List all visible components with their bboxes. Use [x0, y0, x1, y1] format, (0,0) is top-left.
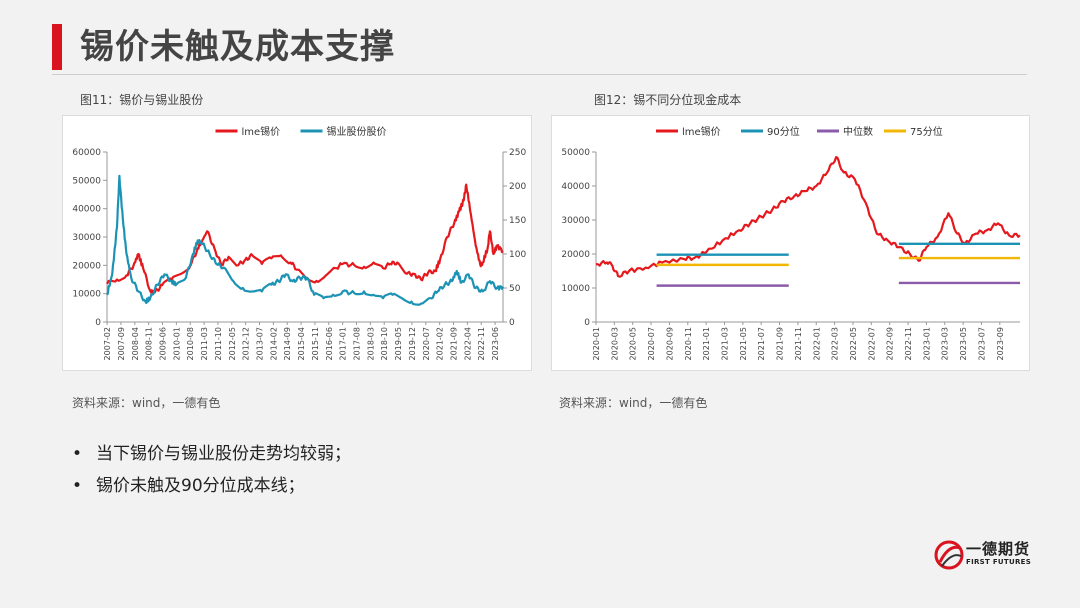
x-tick-label: 2021-09 [450, 327, 459, 360]
x-tick-label: 2012-12 [242, 327, 251, 360]
y-right-tick-label: 100 [509, 250, 526, 260]
x-tick-label: 2022-11 [904, 327, 913, 360]
title-accent-bar [52, 24, 62, 70]
page-title: 锡价未触及成本支撑 [80, 27, 395, 67]
y-left-tick-label: 40000 [561, 182, 590, 192]
legend-label: 锡业股份股价 [327, 125, 387, 138]
x-tick-label: 2011-10 [214, 327, 223, 360]
x-tick-label: 2012-05 [228, 327, 237, 360]
bullet-item: 锡价未触及90分位成本线； [72, 470, 351, 502]
x-tick-label: 2020-07 [422, 327, 431, 360]
y-left-tick-label: 30000 [72, 233, 101, 243]
y-left-tick-label: 0 [95, 318, 101, 328]
x-tick-label: 2021-07 [757, 327, 766, 360]
y-left-tick-label: 50000 [561, 148, 590, 158]
x-tick-label: 2020-05 [629, 327, 638, 360]
y-left-tick-label: 40000 [72, 205, 101, 215]
x-tick-label: 2018-10 [380, 327, 389, 360]
x-tick-label: 2015-11 [311, 327, 320, 360]
x-tick-label: 2008-04 [131, 327, 140, 360]
figure-11-source: 资料来源：wind，一德有色 [72, 396, 221, 410]
logo-name: 一德期货 [966, 540, 1031, 558]
y-left-tick-label: 20000 [72, 261, 101, 271]
x-tick-label: 2022-04 [463, 327, 472, 360]
y-left-tick-label: 50000 [72, 176, 101, 186]
y-left-tick-label: 10000 [561, 284, 590, 294]
x-tick-label: 2020-07 [647, 327, 656, 360]
x-tick-label: 2008-11 [145, 327, 154, 360]
x-tick-label: 2010-08 [186, 327, 195, 360]
legend-label: 中位数 [843, 125, 873, 138]
y-left-tick-label: 30000 [561, 216, 590, 226]
title-divider [52, 74, 1027, 75]
x-tick-label: 2023-09 [996, 327, 1005, 360]
x-tick-label: 2023-06 [491, 327, 500, 360]
x-tick-label: 2021-02 [436, 327, 445, 360]
x-tick-label: 2010-01 [172, 327, 181, 360]
x-tick-label: 2022-01 [812, 327, 821, 360]
x-tick-label: 2022-09 [886, 327, 895, 360]
x-tick-label: 2020-09 [665, 327, 674, 360]
y-left-tick-label: 10000 [72, 290, 101, 300]
figure-12-caption: 图12：锡不同分位现金成本 [594, 93, 742, 107]
x-tick-label: 2020-11 [684, 327, 693, 360]
legend-label: 90分位 [767, 125, 800, 138]
x-tick-label: 2011-03 [200, 327, 209, 360]
chart-12-svg: 0 10000 20000 30000 40000 50000 2020-01 2020-03… [561, 125, 1021, 360]
figure-11-caption: 图11：锡价与锡业股份 [80, 93, 204, 107]
x-tick-label: 2013-07 [256, 327, 265, 360]
chart-12-panel: 0 10000 20000 30000 40000 50000 2020-01 2020-03… [551, 115, 1030, 371]
x-tick-label: 2022-03 [831, 327, 840, 360]
x-tick-label: 2017-08 [353, 327, 362, 360]
x-tick-label: 2007-02 [103, 327, 112, 360]
figure-12-source: 资料来源：wind，一德有色 [559, 396, 708, 410]
y-right-tick-label: 200 [509, 182, 526, 192]
series-line [106, 183, 504, 294]
x-tick-label: 2018-03 [366, 327, 375, 360]
chart-11-svg: 0 10000 20000 30000 40000 50000 60000 0 50 100 150… [72, 125, 526, 360]
x-tick-label: 2022-11 [477, 327, 486, 360]
y-right-tick-label: 150 [509, 216, 526, 226]
y-left-tick-label: 0 [584, 318, 590, 328]
x-tick-label: 2016-06 [325, 327, 334, 360]
x-tick-label: 2023-01 [922, 327, 931, 360]
x-tick-label: 2009-06 [159, 327, 168, 360]
y-left-tick-label: 60000 [72, 148, 101, 158]
x-tick-label: 2019-12 [408, 327, 417, 360]
x-tick-label: 2021-11 [794, 327, 803, 360]
x-tick-label: 2019-05 [394, 327, 403, 360]
x-tick-label: 2014-09 [283, 327, 292, 360]
x-tick-label: 2007-09 [117, 327, 126, 360]
x-tick-label: 2021-03 [720, 327, 729, 360]
bullet-list: 当下锡价与锡业股份走势均较弱； 锡价未触及90分位成本线； [72, 438, 351, 502]
x-tick-label: 2021-01 [702, 327, 711, 360]
series-line [106, 174, 505, 306]
bullet-item: 当下锡价与锡业股份走势均较弱； [72, 438, 351, 470]
x-tick-label: 2023-03 [941, 327, 950, 360]
logo-swirl-icon [934, 540, 964, 570]
company-logo: 一德期货 FIRST FUTURES [934, 536, 1044, 576]
series-line [596, 156, 1021, 278]
x-tick-label: 2023-07 [977, 327, 986, 360]
x-tick-label: 2020-01 [592, 327, 601, 360]
x-tick-label: 2020-03 [610, 327, 619, 360]
x-tick-label: 2017-01 [339, 327, 348, 360]
x-tick-label: 2014-02 [269, 327, 278, 360]
x-tick-label: 2023-05 [959, 327, 968, 360]
logo-subtitle: FIRST FUTURES [966, 558, 1032, 566]
chart-11-panel: 0 10000 20000 30000 40000 50000 60000 0 50 100 150… [62, 115, 532, 371]
y-left-tick-label: 20000 [561, 250, 590, 260]
y-right-tick-label: 50 [509, 284, 521, 294]
legend-label: lme锡价 [242, 125, 281, 138]
y-right-tick-label: 250 [509, 148, 526, 158]
x-tick-label: 2015-04 [297, 327, 306, 360]
legend-label: lme锡价 [682, 125, 721, 138]
y-right-tick-label: 0 [509, 318, 515, 328]
x-tick-label: 2022-07 [867, 327, 876, 360]
x-tick-label: 2021-05 [739, 327, 748, 360]
x-tick-label: 2021-09 [776, 327, 785, 360]
legend-label: 75分位 [910, 125, 943, 138]
x-tick-label: 2022-05 [849, 327, 858, 360]
